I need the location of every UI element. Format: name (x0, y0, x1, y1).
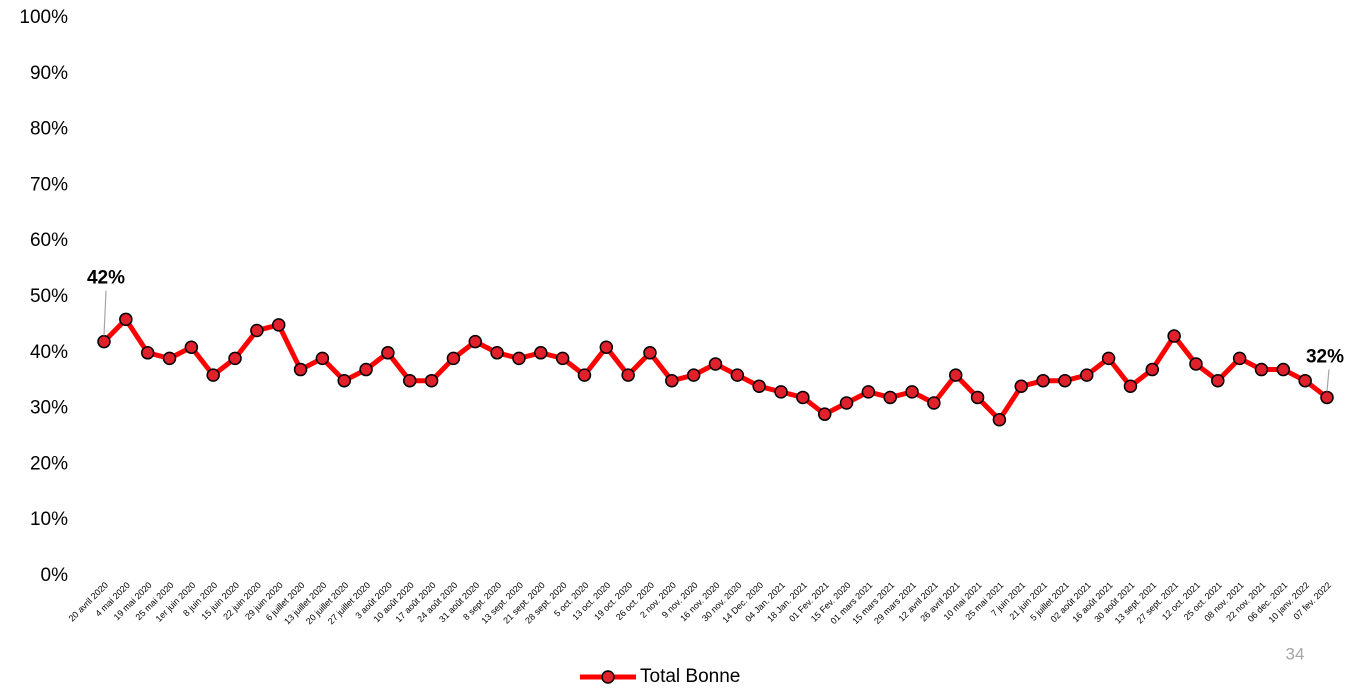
data-point (228, 351, 242, 366)
data-point (381, 346, 395, 360)
data-point (1189, 357, 1203, 371)
data-point (774, 385, 788, 399)
y-tick-label: 10% (30, 509, 68, 530)
data-point (119, 312, 133, 327)
y-tick-label: 30% (30, 398, 68, 419)
data-point (883, 390, 897, 405)
y-tick-label: 60% (30, 230, 68, 251)
data-point (403, 373, 417, 388)
data-label: 32% (1306, 346, 1344, 367)
legend-marker (601, 670, 615, 684)
y-tick-label: 50% (30, 286, 68, 307)
data-point (665, 373, 679, 388)
data-point (1298, 373, 1312, 388)
data-point (534, 346, 548, 360)
data-point (1101, 351, 1116, 366)
data-point (708, 357, 723, 371)
data-point (927, 396, 941, 410)
data-point (905, 385, 919, 399)
y-tick-label: 70% (30, 174, 68, 195)
data-point (446, 351, 461, 366)
data-point (1276, 362, 1291, 377)
data-point (271, 318, 286, 332)
data-point (861, 385, 876, 399)
y-tick-label: 0% (41, 565, 69, 586)
data-point (1167, 329, 1181, 343)
data-point (97, 334, 111, 349)
data-point (839, 396, 854, 410)
data-point (293, 362, 308, 377)
data-point (948, 368, 963, 382)
data-point (490, 346, 504, 360)
y-tick-label: 100% (19, 7, 68, 28)
data-point (686, 368, 701, 382)
data-point (1320, 390, 1334, 405)
leader-line (1326, 369, 1330, 392)
y-tick-label: 40% (30, 342, 68, 363)
data-point (315, 351, 330, 366)
data-point (752, 379, 766, 394)
data-point (337, 373, 351, 388)
data-point (621, 368, 635, 382)
data-point (1014, 379, 1028, 394)
data-point (184, 340, 199, 354)
data-point (599, 340, 614, 354)
data-point (577, 368, 592, 382)
data-point (359, 362, 373, 377)
data-point (1036, 373, 1050, 388)
data-point (140, 346, 155, 360)
data-point (1058, 373, 1072, 388)
data-point (468, 334, 483, 349)
data-point (643, 346, 657, 360)
data-point (1254, 362, 1269, 377)
y-tick-label: 80% (30, 119, 68, 140)
data-point (1123, 379, 1138, 394)
y-tick-label: 90% (30, 63, 68, 84)
data-point (512, 351, 526, 366)
data-point (1211, 373, 1225, 388)
leader-line (103, 290, 107, 336)
data-point (424, 373, 439, 388)
data-point (1080, 368, 1094, 382)
data-point (1145, 362, 1160, 377)
data-point (817, 407, 832, 421)
data-point (796, 390, 810, 405)
data-point (992, 413, 1007, 427)
data-label: 42% (87, 268, 125, 289)
data-point (162, 351, 177, 366)
page-number: 34 (1286, 644, 1305, 663)
data-point (555, 351, 570, 366)
data-point (206, 368, 220, 382)
legend-label: Total Bonne (640, 666, 740, 687)
data-point (970, 390, 985, 405)
data-point (1232, 351, 1247, 366)
data-point (250, 323, 264, 338)
data-point (730, 368, 745, 382)
y-tick-label: 20% (30, 453, 68, 474)
